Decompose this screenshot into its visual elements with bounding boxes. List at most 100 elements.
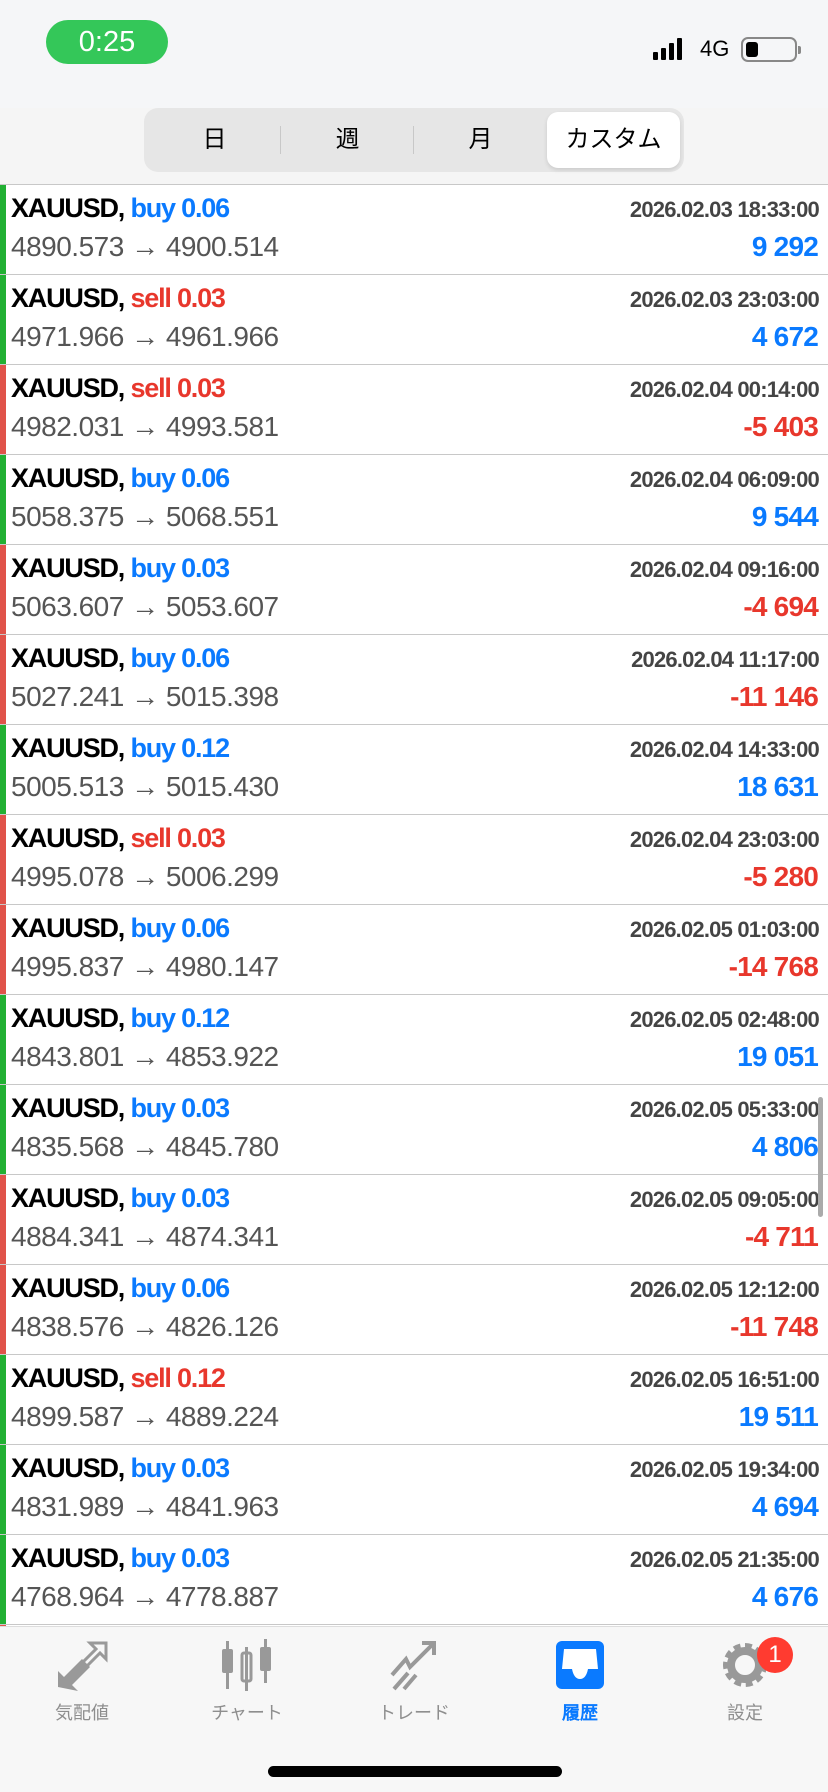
price-range: 4831.989 → 4841.963 [11, 1491, 279, 1522]
deal-row[interactable]: XAUUSD, buy 0.03 2026.02.05 21:35:00 476… [0, 1534, 828, 1624]
battery-icon [741, 37, 801, 62]
deal-row[interactable]: XAUUSD, sell 0.03 2026.02.04 23:03:00 49… [0, 814, 828, 904]
home-indicator [268, 1766, 562, 1777]
deal-row[interactable]: XAUUSD, buy 0.03 2026.02.05 05:33:00 483… [0, 1084, 828, 1174]
deal-time: 2026.02.05 09:05:00 [629, 1187, 820, 1212]
tab-trade[interactable]: トレード [344, 1639, 484, 1725]
segment-custom[interactable]: カスタム [547, 112, 680, 168]
deal-row[interactable]: XAUUSD, buy 0.03 2026.02.05 19:34:00 483… [0, 1444, 828, 1534]
price-range: 4982.031 → 4993.581 [11, 411, 279, 442]
tab-history[interactable]: 履歴 [510, 1639, 650, 1725]
deal-row[interactable]: XAUUSD, buy 0.06 2026.02.03 18:33:00 489… [0, 184, 828, 274]
price-range: 4843.801 → 4853.922 [11, 1041, 279, 1072]
deal-time: 2026.02.04 06:09:00 [629, 467, 820, 492]
profit-indicator-bar [0, 1265, 6, 1354]
network-type: 4G [700, 36, 730, 61]
deal-time: 2026.02.03 23:03:00 [629, 287, 820, 312]
symbol: XAUUSD, [11, 643, 125, 673]
profit-indicator-bar [0, 995, 6, 1084]
profit-indicator-bar [0, 455, 6, 544]
segment-week[interactable]: 週 [281, 112, 414, 168]
profit-indicator-bar [0, 1085, 6, 1174]
deal-row[interactable]: XAUUSD, buy 0.06 2026.02.05 12:12:00 483… [0, 1264, 828, 1354]
symbol: XAUUSD, [11, 913, 125, 943]
profit-indicator-bar [0, 275, 6, 364]
deal-row-partial [0, 1624, 828, 1626]
clock: 0:25 [46, 20, 168, 64]
deal-row[interactable]: XAUUSD, sell 0.03 2026.02.03 23:03:00 49… [0, 274, 828, 364]
profit: 19 051 [737, 1041, 819, 1072]
profit: 4 806 [751, 1131, 819, 1162]
deal-time: 2026.02.05 21:35:00 [629, 1547, 820, 1572]
symbol: XAUUSD, [11, 1363, 125, 1393]
deal-time: 2026.02.04 23:03:00 [629, 827, 820, 852]
profit-indicator-bar [0, 1175, 6, 1264]
deal-row[interactable]: XAUUSD, buy 0.06 2026.02.05 01:03:00 499… [0, 904, 828, 994]
symbol: XAUUSD, [11, 1183, 125, 1213]
tab-chart[interactable]: チャート [177, 1639, 317, 1725]
tab-bar: 気配値 チャート トレード 履歴 設定 1 [0, 1626, 828, 1792]
side-volume: buy 0.12 [130, 1003, 230, 1033]
symbol: XAUUSD, [11, 1543, 125, 1573]
deal-time: 2026.02.05 05:33:00 [629, 1097, 820, 1122]
tab-quotes[interactable]: 気配値 [12, 1639, 152, 1725]
deal-history-list[interactable]: XAUUSD, buy 0.06 2026.02.03 18:33:00 489… [0, 184, 828, 1626]
price-range: 4995.078 → 5006.299 [11, 861, 279, 892]
side-volume: sell 0.03 [130, 283, 226, 313]
profit-indicator-bar [0, 635, 6, 724]
deal-row[interactable]: XAUUSD, sell 0.12 2026.02.05 16:51:00 48… [0, 1354, 828, 1444]
symbol: XAUUSD, [11, 1093, 125, 1123]
profit: -5 403 [743, 411, 818, 442]
profit: 4 694 [751, 1491, 819, 1522]
profit: -14 768 [728, 951, 819, 982]
symbol: XAUUSD, [11, 373, 125, 403]
profit: -11 748 [730, 1311, 819, 1342]
profit-indicator-bar [0, 905, 6, 994]
deal-row[interactable]: XAUUSD, buy 0.03 2026.02.04 09:16:00 506… [0, 544, 828, 634]
deal-row[interactable]: XAUUSD, sell 0.03 2026.02.04 00:14:00 49… [0, 364, 828, 454]
side-volume: sell 0.03 [130, 823, 226, 853]
symbol: XAUUSD, [11, 1003, 125, 1033]
deal-time: 2026.02.05 16:51:00 [629, 1367, 820, 1392]
price-range: 4768.964 → 4778.887 [11, 1581, 279, 1612]
profit: -11 146 [730, 681, 819, 712]
price-range: 5005.513 → 5015.430 [11, 771, 279, 802]
deal-time: 2026.02.04 14:33:00 [629, 737, 820, 762]
segment-month[interactable]: 月 [468, 126, 493, 153]
signal-icon [653, 38, 682, 60]
side-volume: buy 0.03 [130, 1453, 230, 1483]
deal-time: 2026.02.05 19:34:00 [629, 1457, 820, 1482]
symbol: XAUUSD, [11, 283, 125, 313]
tab-settings[interactable]: 設定 1 [675, 1637, 815, 1725]
profit-indicator-bar [0, 1625, 6, 1626]
scrollbar[interactable] [818, 1097, 823, 1217]
side-volume: buy 0.12 [130, 733, 230, 763]
price-range: 4899.587 → 4889.224 [11, 1401, 279, 1432]
deal-row[interactable]: XAUUSD, buy 0.03 2026.02.05 09:05:00 488… [0, 1174, 828, 1264]
profit: 9 544 [751, 501, 819, 532]
segment-day[interactable]: 日 [148, 112, 281, 168]
price-range: 4995.837 → 4980.147 [11, 951, 279, 982]
profit-indicator-bar [0, 1445, 6, 1534]
deal-row[interactable]: XAUUSD, buy 0.06 2026.02.04 06:09:00 505… [0, 454, 828, 544]
symbol: XAUUSD, [11, 1273, 125, 1303]
profit: 4 672 [751, 321, 819, 352]
profit-indicator-bar [0, 545, 6, 634]
price-range: 5027.241 → 5015.398 [11, 681, 279, 712]
profit: 19 511 [738, 1401, 819, 1432]
deal-row[interactable]: XAUUSD, buy 0.12 2026.02.04 14:33:00 500… [0, 724, 828, 814]
deal-row[interactable]: XAUUSD, buy 0.06 2026.02.04 11:17:00 502… [0, 634, 828, 724]
quotes-icon [58, 1641, 108, 1691]
profit: 9 292 [751, 231, 819, 262]
deal-time: 2026.02.05 12:12:00 [629, 1277, 820, 1302]
symbol: XAUUSD, [11, 1453, 125, 1483]
symbol: XAUUSD, [11, 463, 125, 493]
notification-badge: 1 [757, 1637, 793, 1673]
side-volume: buy 0.06 [130, 1273, 230, 1303]
price-range: 4884.341 → 4874.341 [11, 1221, 279, 1252]
deal-row[interactable]: XAUUSD, buy 0.12 2026.02.05 02:48:00 484… [0, 994, 828, 1084]
symbol: XAUUSD, [11, 193, 125, 223]
price-range: 4838.576 → 4826.126 [11, 1311, 279, 1342]
side-volume: buy 0.06 [130, 913, 230, 943]
inbox-icon [556, 1641, 604, 1689]
